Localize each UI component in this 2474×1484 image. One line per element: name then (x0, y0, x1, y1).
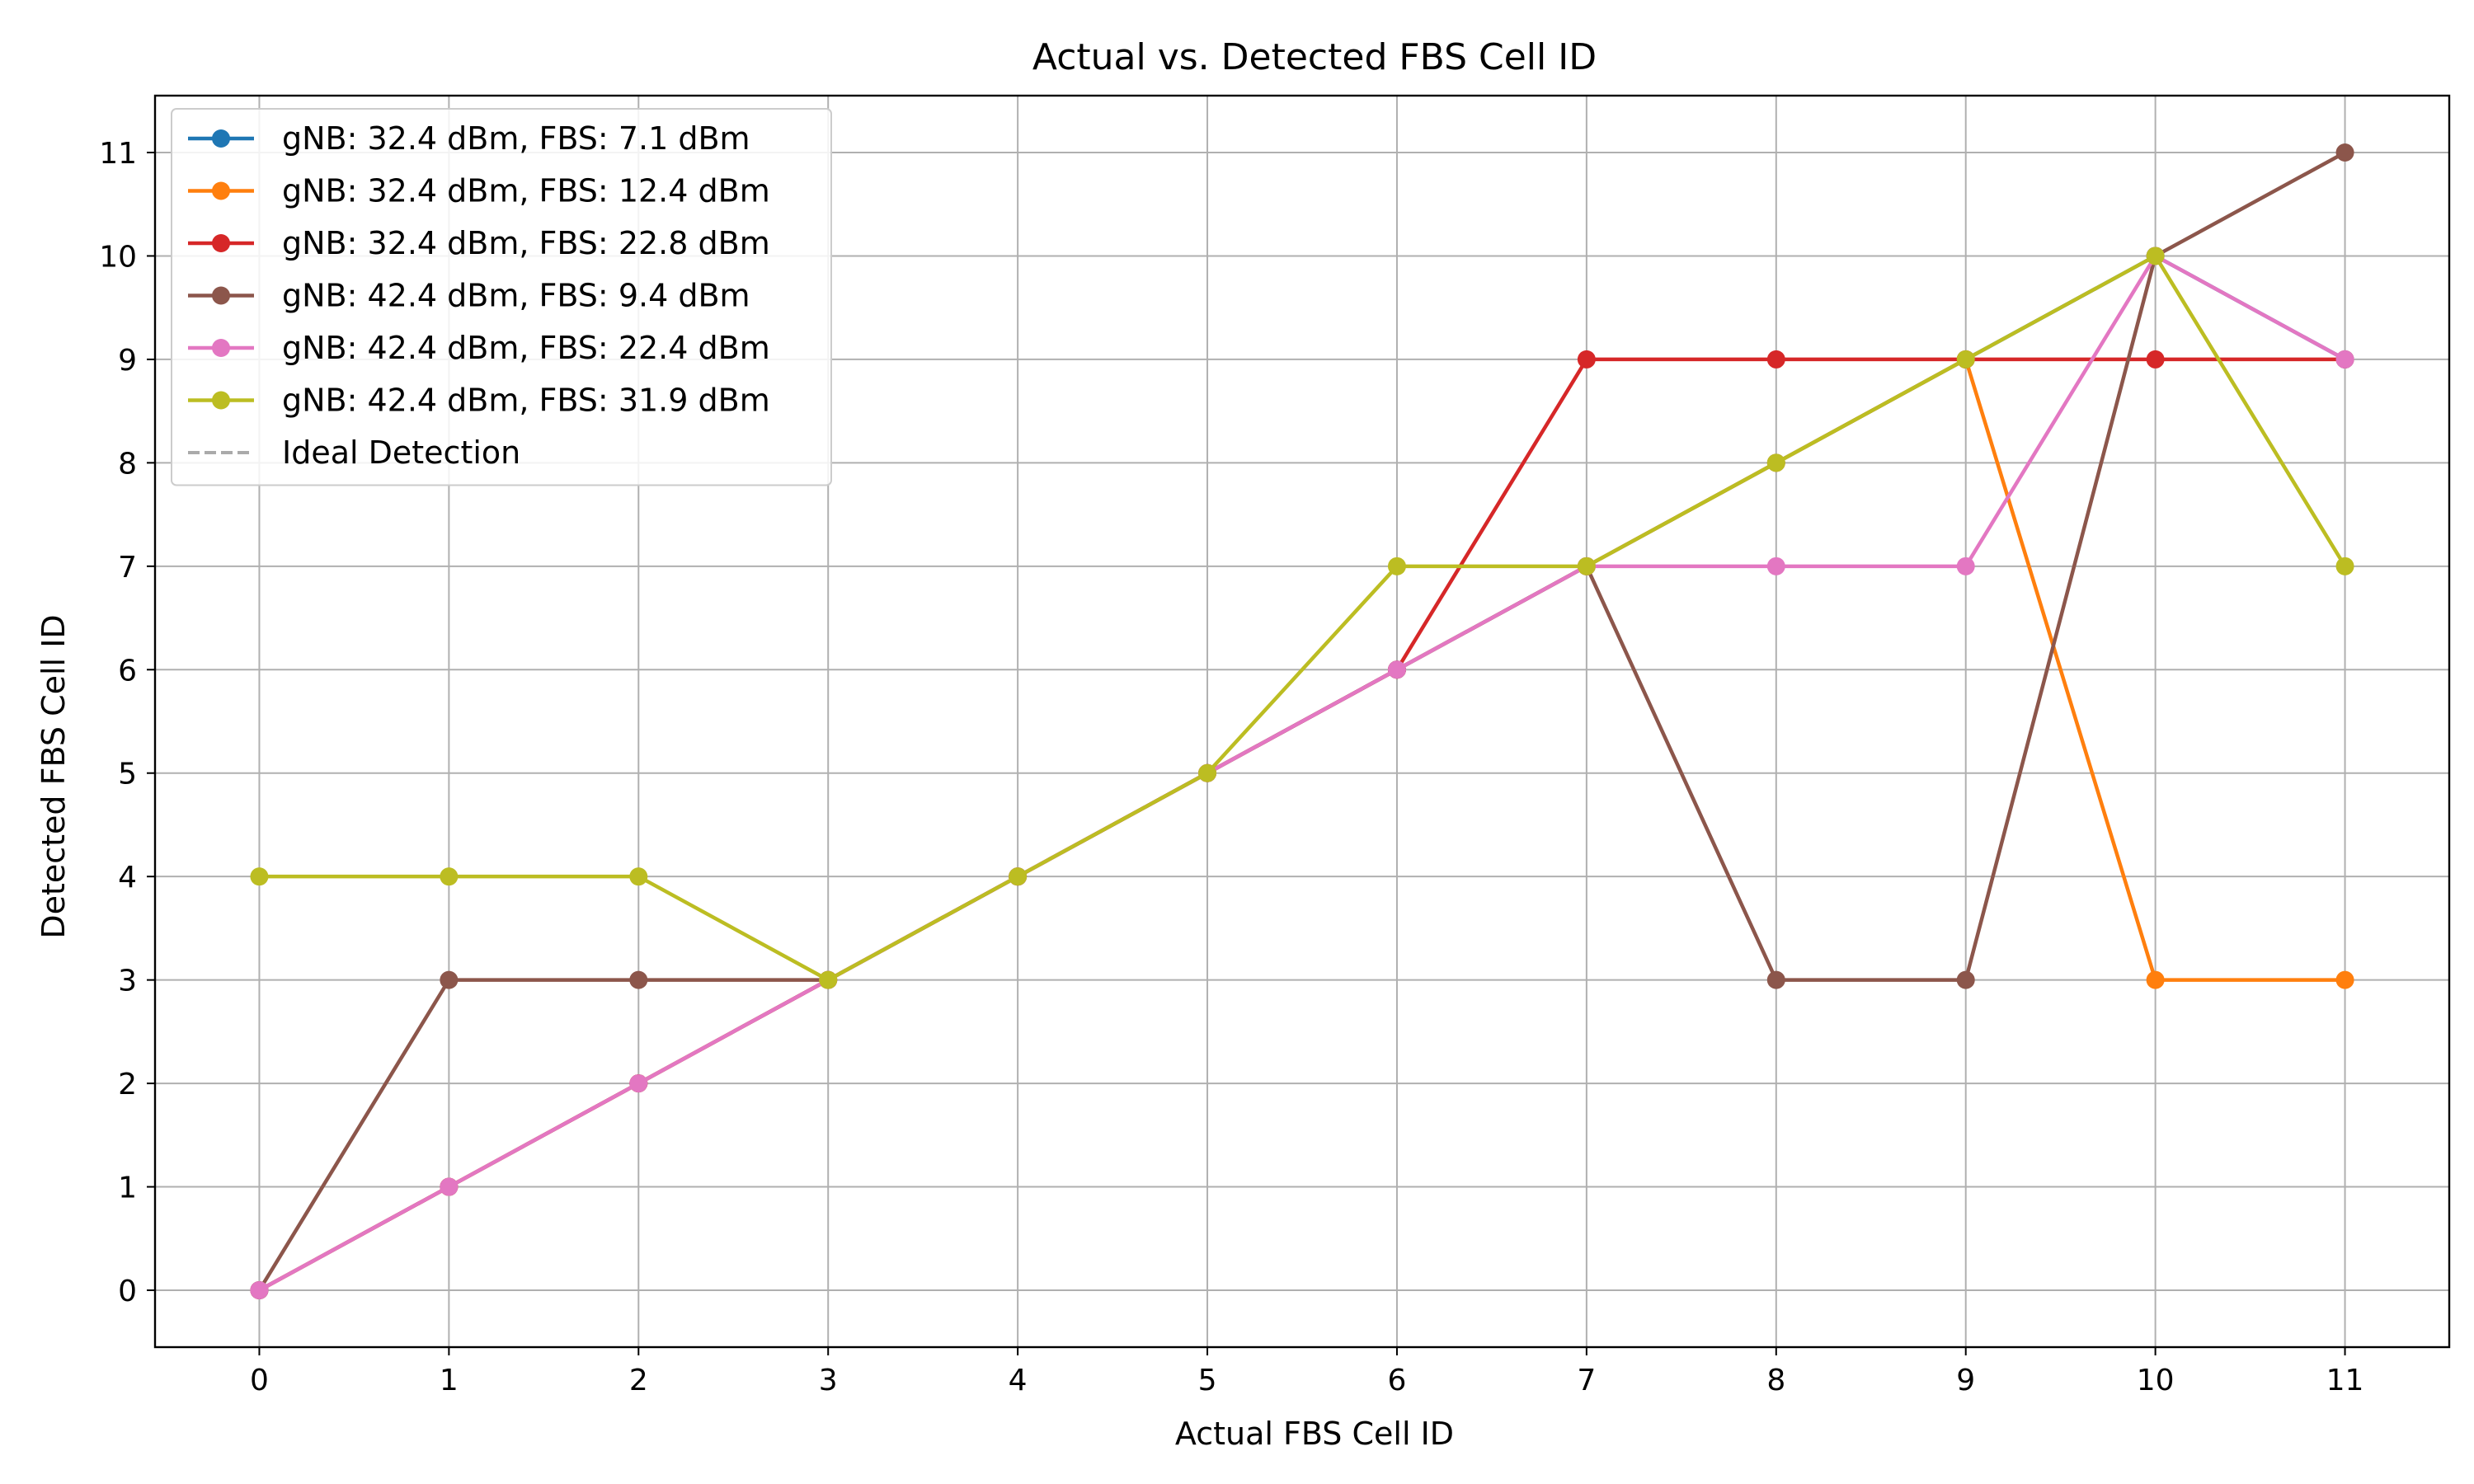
x-tick-label: 0 (250, 1364, 269, 1397)
series-5-point (440, 1177, 459, 1196)
y-tick-label: 2 (118, 1068, 137, 1101)
x-tick-label: 3 (819, 1364, 838, 1397)
series-2-point (2146, 970, 2165, 989)
series-5-point (2335, 350, 2354, 369)
x-tick-label: 7 (1577, 1364, 1596, 1397)
series-4-point (1766, 970, 1785, 989)
legend-label: gNB: 32.4 dBm, FBS: 7.1 dBm (282, 120, 750, 157)
plot-frame (153, 94, 2451, 1349)
x-tick-label: 9 (1956, 1364, 1975, 1397)
series-group (250, 143, 2354, 1299)
y-tick-label: 10 (99, 240, 137, 274)
series-6-point (1198, 763, 1217, 782)
legend-label: gNB: 32.4 dBm, FBS: 22.8 dBm (282, 225, 770, 261)
legend-label: gNB: 42.4 dBm, FBS: 22.4 dBm (282, 330, 770, 366)
series-4-point (1956, 970, 1975, 989)
legend: gNB: 32.4 dBm, FBS: 7.1 dBm gNB: 32.4 dBm… (171, 108, 832, 486)
legend-swatch-marker (212, 181, 230, 200)
x-tick-label: 4 (1009, 1364, 1028, 1397)
ticks: 0 1 2 3 4 5 6 7 8 9 10 11 0 1 2 3 4 5 6 7 8 9 10 11 (99, 137, 2363, 1397)
legend-swatch-marker (212, 129, 230, 148)
legend-swatch-marker (212, 391, 230, 410)
legend-swatch-marker (212, 339, 230, 357)
y-tick-label: 7 (118, 551, 137, 585)
series-6-point (1956, 350, 1975, 369)
y-tick-label: 3 (118, 965, 137, 998)
series-2-point (2335, 970, 2354, 989)
legend-swatch-marker (212, 234, 230, 252)
y-tick-label: 11 (99, 137, 137, 171)
y-tick-label: 6 (118, 654, 137, 688)
legend-swatch-marker (212, 286, 230, 305)
x-tick-label: 6 (1388, 1364, 1407, 1397)
y-axis-label: Detected FBS Cell ID (35, 614, 72, 938)
series-6-line (259, 254, 2347, 982)
chart-title: Actual vs. Detected FBS Cell ID (1032, 36, 1597, 78)
y-tick-label: 9 (118, 344, 137, 378)
legend-label: gNB: 42.4 dBm, FBS: 9.4 dBm (282, 278, 750, 314)
series-5-point (1956, 556, 1975, 575)
x-axis-label: Actual FBS Cell ID (1175, 1416, 1454, 1452)
series-6-point (2335, 556, 2354, 575)
series-6-point (1766, 453, 1785, 472)
series-5-point (1766, 556, 1785, 575)
x-tick-label: 8 (1766, 1364, 1785, 1397)
y-tick-label: 4 (118, 861, 137, 895)
series-6-point (629, 867, 648, 886)
series-6-point (1577, 556, 1596, 575)
x-tick-label: 2 (629, 1364, 648, 1397)
x-tick-label: 5 (1198, 1364, 1217, 1397)
legend-box (171, 108, 832, 486)
series-6-point (1387, 556, 1406, 575)
series-4-point (2335, 143, 2354, 162)
series-5-point (250, 1281, 269, 1299)
legend-label: gNB: 32.4 dBm, FBS: 12.4 dBm (282, 173, 770, 209)
legend-label: Ideal Detection (282, 434, 520, 471)
series-6-point (2146, 247, 2165, 265)
x-tick-label: 1 (440, 1364, 459, 1397)
series-6-point (1009, 867, 1028, 886)
series-5-point (629, 1074, 648, 1093)
series-4-point (629, 970, 648, 989)
series-6-point (250, 867, 269, 886)
series-6 (250, 247, 2354, 989)
y-tick-label: 8 (118, 447, 137, 481)
series-4-point (440, 970, 459, 989)
series-3-point (2146, 350, 2165, 369)
series-5-line (258, 254, 2346, 1292)
series-5-point (1387, 660, 1406, 679)
series-3-point (1577, 350, 1596, 369)
y-tick-label: 5 (118, 758, 137, 791)
y-tick-label: 0 (118, 1275, 137, 1308)
y-tick-label: 1 (118, 1172, 137, 1205)
x-tick-label: 10 (2137, 1364, 2175, 1397)
series-6-point (440, 867, 459, 886)
series-6-point (819, 970, 838, 989)
legend-label: gNB: 42.4 dBm, FBS: 31.9 dBm (282, 383, 770, 419)
series-3-point (1766, 350, 1785, 369)
x-tick-label: 11 (2326, 1364, 2364, 1397)
